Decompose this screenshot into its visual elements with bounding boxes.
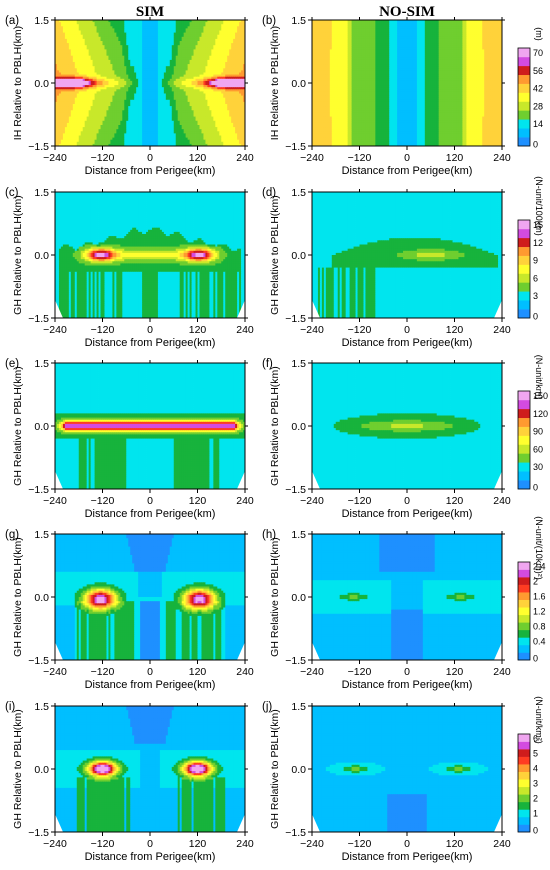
panel-a [55, 20, 245, 146]
